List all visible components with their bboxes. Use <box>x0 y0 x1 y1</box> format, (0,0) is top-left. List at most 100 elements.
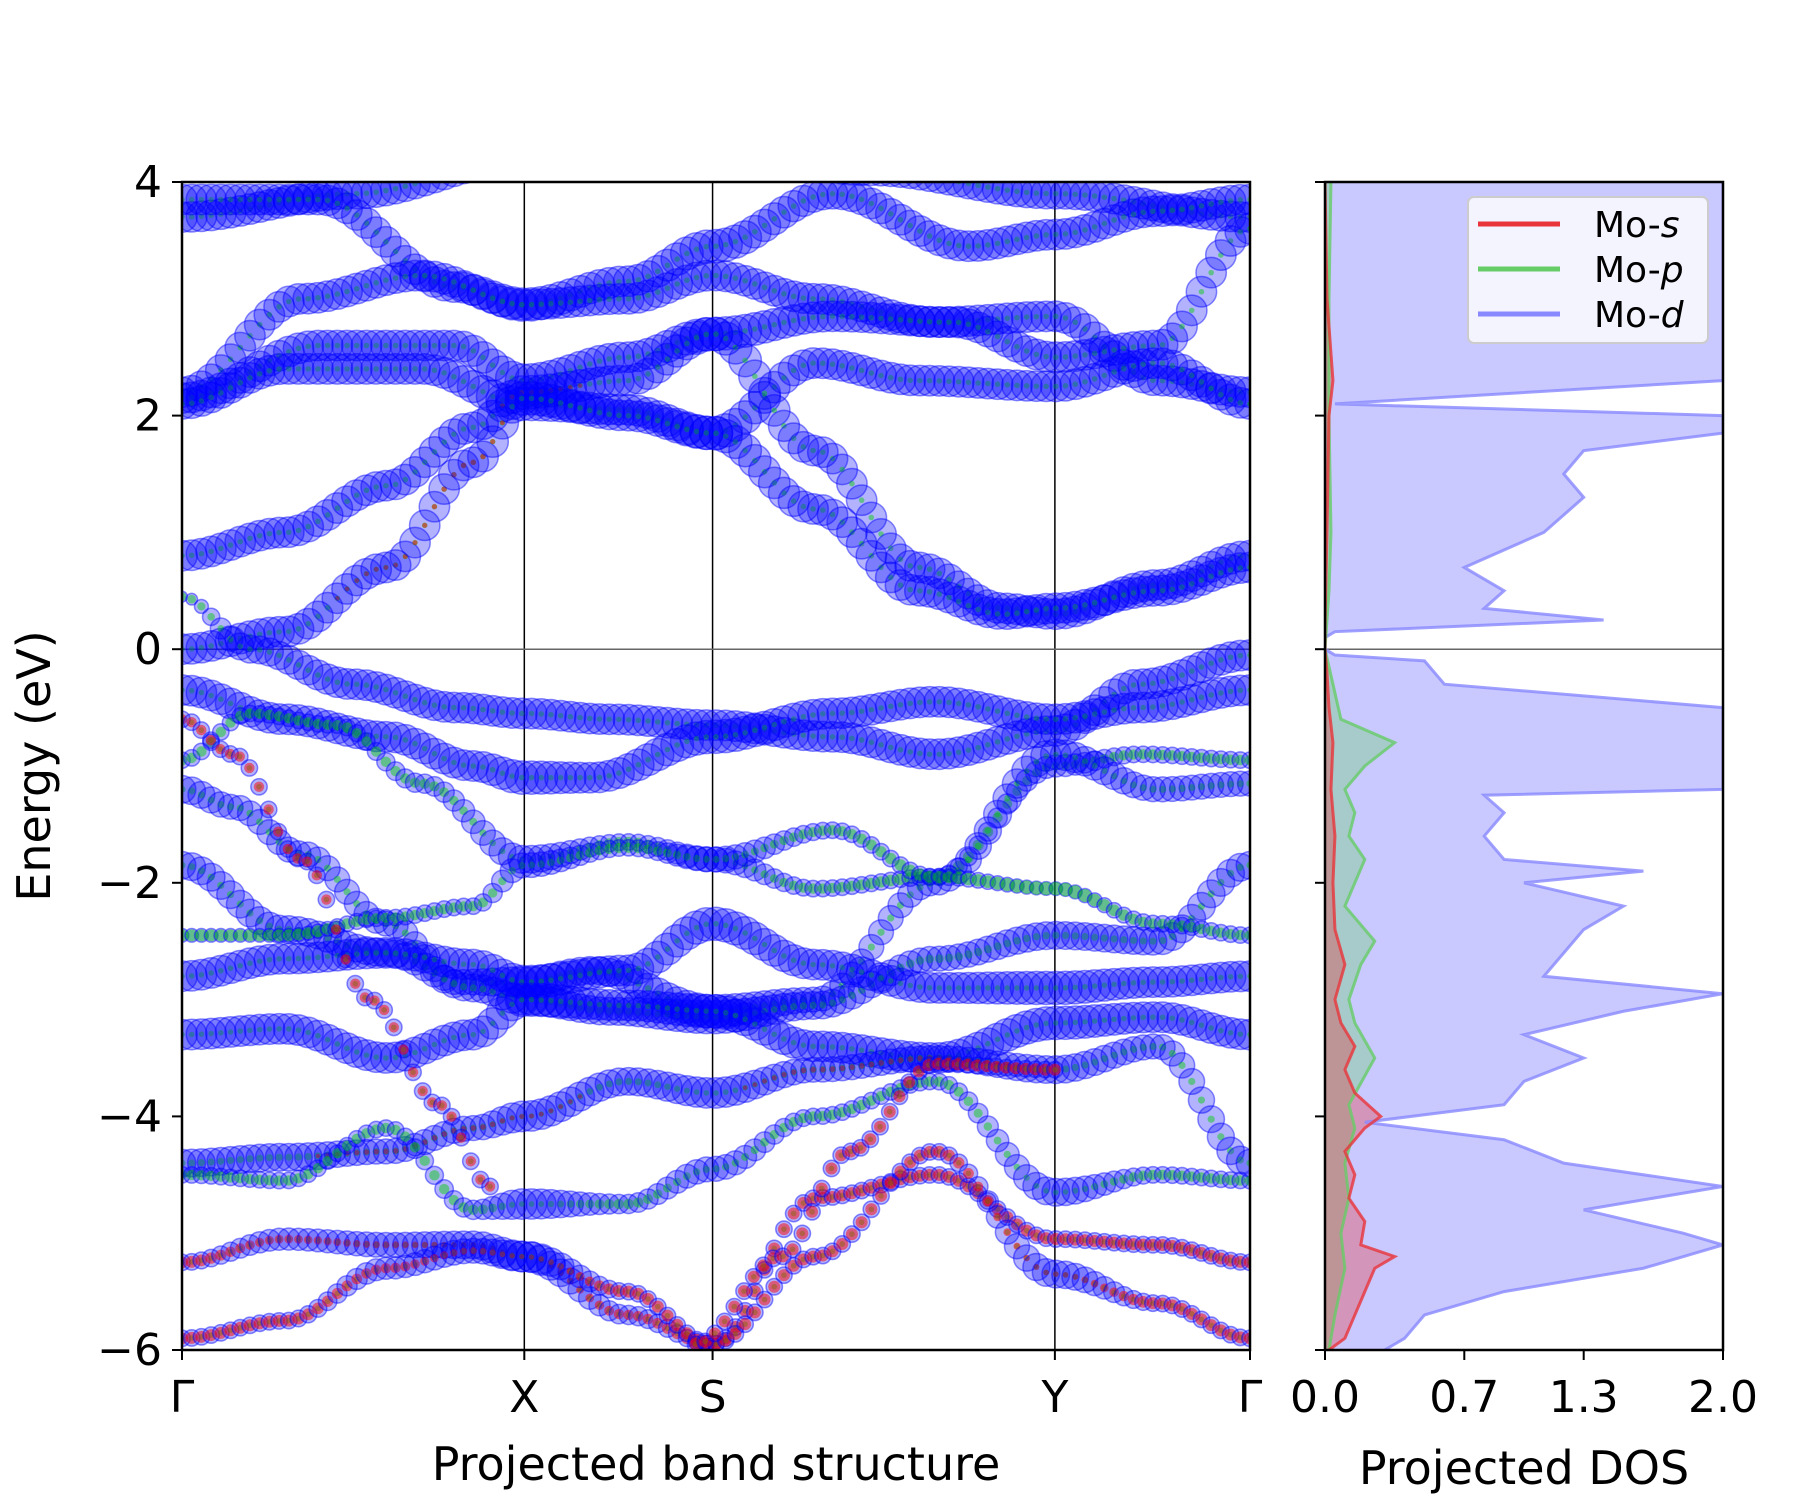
band-point-p <box>868 514 875 521</box>
band-point-d <box>688 415 724 451</box>
band-point-d <box>214 367 247 400</box>
band-point-d <box>331 329 364 362</box>
band-point-d <box>593 342 626 375</box>
band-point-p <box>198 398 205 404</box>
band-point-d <box>855 357 888 390</box>
band-point-d <box>1195 198 1228 231</box>
band-point-d <box>952 308 985 341</box>
band-point-d <box>583 268 616 302</box>
band-point-d <box>1117 356 1150 389</box>
band-point-p <box>849 167 855 173</box>
band-point-d <box>738 267 771 300</box>
band-point-d <box>942 365 975 398</box>
band-point-d <box>1185 369 1218 402</box>
band-point-p <box>373 342 379 349</box>
band-point-d <box>234 183 266 216</box>
band-point-d <box>612 393 645 426</box>
band-point-d <box>350 352 383 385</box>
band-point-d <box>1078 362 1111 395</box>
band-point-d <box>418 260 451 293</box>
band-point-d <box>301 183 334 216</box>
band-point-p <box>1218 386 1224 393</box>
band-point-p <box>519 301 525 308</box>
band-point-p <box>994 240 1001 247</box>
band-point-p <box>1197 1096 1206 1104</box>
band-point-p <box>1033 233 1040 239</box>
band-point-p <box>684 250 690 257</box>
band-point-p <box>548 300 554 307</box>
band-point-d <box>292 282 325 315</box>
band-point-d <box>1136 195 1169 228</box>
band-point-p <box>1218 252 1224 258</box>
band-point-d <box>1059 340 1092 373</box>
band-point-d <box>214 529 247 562</box>
kpoint-label: Γ <box>1238 1372 1263 1423</box>
band-point-p <box>635 353 642 360</box>
band-point-d <box>311 352 344 385</box>
band-point-p <box>208 394 214 401</box>
band-point-d <box>1234 387 1250 420</box>
band-point-d <box>350 269 383 302</box>
band-point-d <box>1030 340 1063 373</box>
band-point-d <box>554 286 587 319</box>
band-point-p <box>790 317 797 324</box>
band-point-p <box>985 380 991 387</box>
band-point-d <box>1234 212 1250 245</box>
high-symmetry-lines <box>523 182 1056 1350</box>
band-point-p <box>392 366 399 372</box>
band-point-p <box>829 190 836 197</box>
band-point-p <box>771 321 778 328</box>
band-point-p <box>489 295 496 302</box>
band-point-p <box>703 331 710 337</box>
band-point-p <box>655 146 661 152</box>
band-point-p <box>1140 361 1146 367</box>
band-point-d <box>1001 182 1033 208</box>
band-point-d <box>573 391 607 425</box>
band-point-p <box>985 184 991 190</box>
band-point-d <box>1234 183 1250 216</box>
band-point-d <box>243 350 276 383</box>
band-point-s <box>273 826 284 837</box>
band-point-d <box>555 142 585 172</box>
band-point-d <box>962 311 995 344</box>
band-point-d <box>389 244 422 277</box>
band-point-d <box>301 182 334 212</box>
band-point-s <box>465 1156 477 1167</box>
band-point-p <box>684 277 690 284</box>
band-point-d <box>1039 182 1072 210</box>
band-x-axis-title: Projected band structure <box>432 1437 1001 1491</box>
band-point-p <box>1150 208 1156 215</box>
band-point-d <box>679 231 714 267</box>
band-point-d <box>1175 359 1208 392</box>
band-point-p <box>188 400 195 406</box>
band-point-p <box>568 154 574 160</box>
band-point-p <box>927 173 933 179</box>
band-point-p <box>810 360 816 366</box>
band-point-p <box>353 366 360 372</box>
band-point-p <box>839 363 846 369</box>
band-point-d <box>991 325 1024 358</box>
band-point-p <box>937 175 943 181</box>
band-point-d <box>913 364 946 397</box>
band-point-p <box>1179 207 1185 214</box>
band-point-d <box>243 191 276 223</box>
band-point-p <box>898 169 904 175</box>
band-point-d <box>788 147 818 177</box>
band-point-p <box>975 243 981 249</box>
band-point-d <box>767 306 801 339</box>
band-point-d <box>418 265 451 298</box>
band-point-p <box>955 318 962 325</box>
band-point-p <box>548 298 554 304</box>
legend-label: Mo-s <box>1594 205 1680 246</box>
band-point-s <box>484 1181 496 1192</box>
band-point-p <box>1043 232 1049 238</box>
band-point-p <box>868 200 875 207</box>
band-point-d <box>759 140 789 170</box>
band-point-d <box>1078 210 1111 243</box>
band-point-d <box>311 329 344 362</box>
band-point-s <box>407 1067 419 1078</box>
band-point-d <box>1049 217 1082 250</box>
band-point-p <box>907 377 913 384</box>
band-point-p <box>781 319 787 326</box>
